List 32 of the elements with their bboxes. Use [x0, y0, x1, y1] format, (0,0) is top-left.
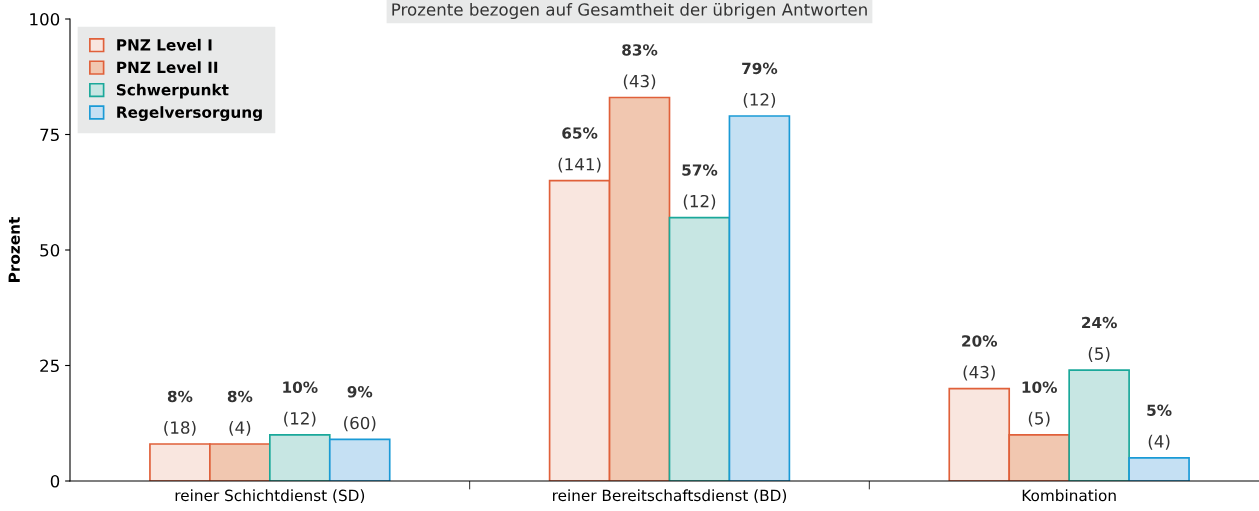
text: 20% (43): [962, 335, 998, 381]
y-axis-title: Prozent: [8, 217, 20, 282]
x-tick-label: reiner Schichtdienst (SD): [175, 489, 365, 503]
bar: [328, 438, 391, 481]
text: 65% (141): [558, 127, 601, 173]
y-tick-label: 50: [40, 243, 60, 257]
bar: [1068, 369, 1130, 481]
text: 9% (60): [344, 386, 376, 432]
text: 24% (5): [1082, 316, 1117, 362]
bar: [728, 115, 791, 481]
text: 79% (12): [742, 62, 778, 108]
text: 8% (18): [164, 390, 196, 436]
bar: [1128, 457, 1190, 481]
chart-title: Prozente bezogen auf Gesamtheit der übrigen Antworten: [392, 2, 867, 20]
y-tick-label: 0: [50, 474, 60, 488]
y-tick-label: 25: [40, 359, 59, 373]
x-tick-label: Kombination: [1022, 489, 1116, 502]
bar: [668, 216, 731, 481]
text: 8% (4): [227, 390, 253, 436]
text: 10% (5): [1022, 381, 1057, 427]
text: 5% (4): [1147, 404, 1172, 450]
legend-label: Regelversorgung: [117, 106, 262, 122]
legend-label: Schwerpunkt: [116, 83, 229, 99]
legend-label: PNZ Level II: [117, 61, 218, 74]
y-tick-label: 75: [40, 128, 59, 142]
bar: [268, 433, 331, 481]
legend-label: PNZ Level I: [117, 38, 212, 51]
text: 10% (12): [283, 381, 318, 427]
y-tick-label: 100: [30, 12, 60, 26]
x-tick-label: reiner Bereitschaftsdienst (BD): [553, 489, 787, 503]
text: 83% (43): [622, 44, 658, 90]
text: 57% (12): [682, 164, 718, 210]
